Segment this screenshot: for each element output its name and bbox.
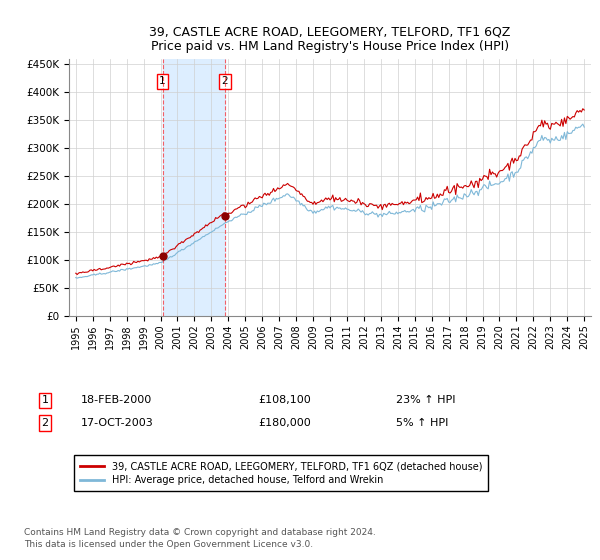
Title: 39, CASTLE ACRE ROAD, LEEGOMERY, TELFORD, TF1 6QZ
Price paid vs. HM Land Registr: 39, CASTLE ACRE ROAD, LEEGOMERY, TELFORD… — [149, 25, 511, 53]
Text: 2: 2 — [221, 76, 228, 86]
Text: 1: 1 — [41, 395, 49, 405]
Text: Contains HM Land Registry data © Crown copyright and database right 2024.
This d: Contains HM Land Registry data © Crown c… — [24, 528, 376, 549]
Legend: 39, CASTLE ACRE ROAD, LEEGOMERY, TELFORD, TF1 6QZ (detached house), HPI: Average: 39, CASTLE ACRE ROAD, LEEGOMERY, TELFORD… — [74, 455, 488, 491]
Text: 17-OCT-2003: 17-OCT-2003 — [81, 418, 154, 428]
Text: 23% ↑ HPI: 23% ↑ HPI — [396, 395, 455, 405]
Text: 18-FEB-2000: 18-FEB-2000 — [81, 395, 152, 405]
Text: 5% ↑ HPI: 5% ↑ HPI — [396, 418, 448, 428]
Text: 1: 1 — [159, 76, 166, 86]
Bar — [163, 59, 225, 316]
Text: £180,000: £180,000 — [258, 418, 311, 428]
Text: £108,100: £108,100 — [258, 395, 311, 405]
Text: 2: 2 — [41, 418, 49, 428]
